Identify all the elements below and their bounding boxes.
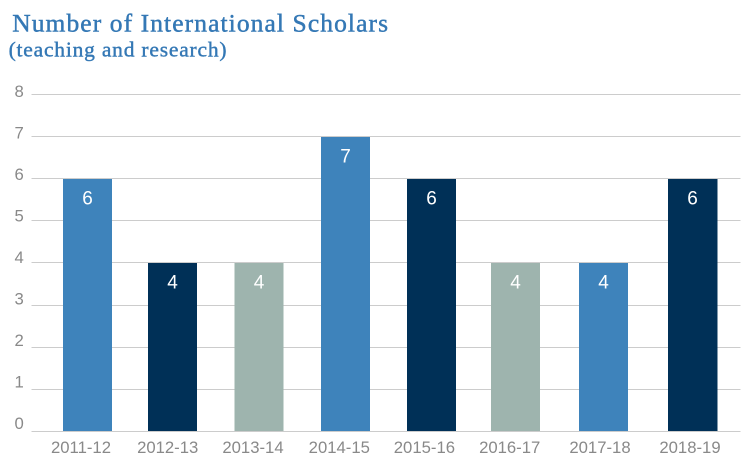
svg-text:2: 2 bbox=[15, 331, 24, 350]
svg-text:7: 7 bbox=[340, 146, 351, 167]
svg-text:Number of International Schola: Number of International Scholars bbox=[12, 9, 389, 38]
svg-text:4: 4 bbox=[254, 272, 265, 293]
svg-text:4: 4 bbox=[167, 272, 178, 293]
svg-text:7: 7 bbox=[15, 124, 24, 143]
svg-text:6: 6 bbox=[15, 165, 24, 184]
svg-text:2016-17: 2016-17 bbox=[479, 438, 540, 457]
svg-text:8: 8 bbox=[15, 82, 24, 101]
svg-text:2013-14: 2013-14 bbox=[222, 438, 283, 457]
svg-text:6: 6 bbox=[426, 188, 437, 209]
svg-text:2014-15: 2014-15 bbox=[309, 438, 370, 457]
svg-text:4: 4 bbox=[510, 272, 521, 293]
svg-text:5: 5 bbox=[15, 207, 24, 226]
svg-text:(teaching and research): (teaching and research) bbox=[9, 38, 228, 62]
svg-text:4: 4 bbox=[598, 272, 609, 293]
svg-text:6: 6 bbox=[82, 188, 93, 209]
svg-text:0: 0 bbox=[15, 414, 24, 433]
svg-text:2017-18: 2017-18 bbox=[569, 438, 630, 457]
svg-text:6: 6 bbox=[687, 188, 698, 209]
svg-text:4: 4 bbox=[15, 248, 24, 267]
svg-text:2015-16: 2015-16 bbox=[394, 438, 455, 457]
svg-text:2018-19: 2018-19 bbox=[659, 438, 720, 457]
svg-text:2012-13: 2012-13 bbox=[137, 438, 198, 457]
svg-text:2011-12: 2011-12 bbox=[51, 438, 111, 457]
svg-text:1: 1 bbox=[15, 373, 24, 392]
svg-text:3: 3 bbox=[15, 290, 24, 309]
